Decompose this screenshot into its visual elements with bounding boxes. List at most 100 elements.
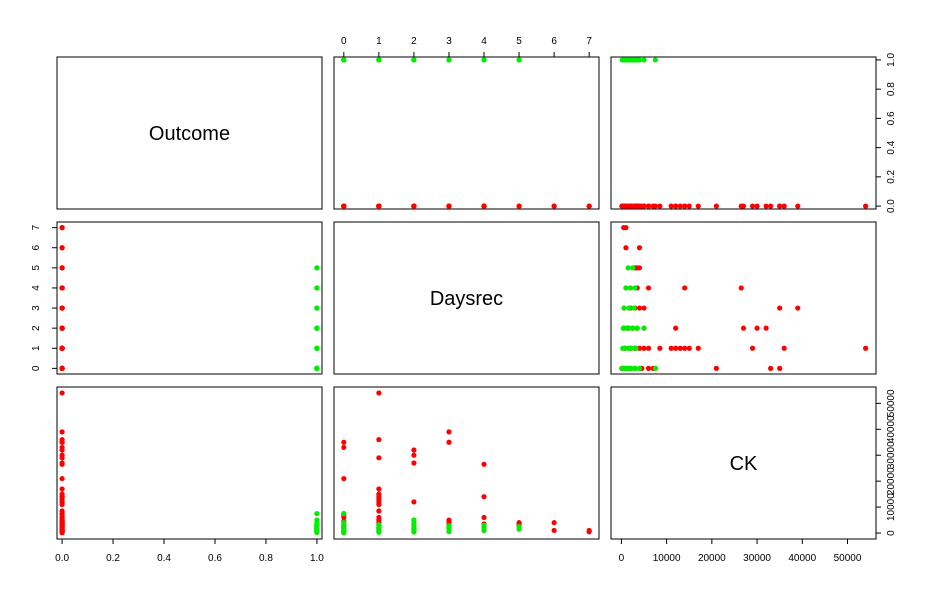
point-outcome0-daysrec-outcome xyxy=(59,265,65,271)
x-tick-label-ck: 40000 xyxy=(788,553,816,564)
point-outcome0-ck-daysrec xyxy=(341,444,347,451)
point-outcome1-ck-outcome xyxy=(314,517,320,523)
point-outcome1-daysrec-ck xyxy=(627,285,634,291)
point-outcome0-daysrec-ck xyxy=(749,345,756,351)
point-outcome1-ck-daysrec xyxy=(411,521,417,527)
point-outcome0-ck-daysrec xyxy=(376,508,382,514)
point-outcome1-daysrec-ck xyxy=(634,325,640,331)
point-outcome0-outcome-ck xyxy=(754,203,760,209)
diagonal-label-ck: CK xyxy=(730,453,758,475)
point-outcome0-ck-outcome xyxy=(59,527,65,534)
point-outcome1-daysrec-ck xyxy=(630,265,636,271)
panel-ck-daysrec xyxy=(333,386,600,540)
panel-daysrec-outcome xyxy=(56,221,323,375)
point-outcome0-daysrec-ck xyxy=(645,345,652,351)
point-outcome0-daysrec-ck xyxy=(682,345,688,351)
point-outcome0-outcome-ck xyxy=(673,203,679,209)
point-outcome1-daysrec-ck xyxy=(632,285,638,291)
point-outcome0-ck-outcome xyxy=(59,429,65,435)
point-outcome0-ck-daysrec xyxy=(446,429,452,435)
point-outcome0-daysrec-ck xyxy=(795,305,801,311)
point-outcome0-daysrec-ck xyxy=(713,365,719,371)
x-tick-label-daysrec: 5 xyxy=(516,36,522,47)
point-outcome0-daysrec-ck xyxy=(738,285,744,291)
point-outcome0-outcome-ck xyxy=(682,203,688,209)
point-outcome0-ck-daysrec xyxy=(481,461,487,467)
point-outcome0-ck-daysrec xyxy=(376,437,382,443)
point-outcome0-outcome-daysrec xyxy=(586,203,592,209)
point-outcome1-outcome-daysrec xyxy=(481,57,487,63)
point-outcome0-ck-outcome xyxy=(59,452,65,458)
point-outcome0-ck-outcome xyxy=(59,461,65,467)
point-outcome0-outcome-daysrec xyxy=(551,203,557,209)
point-outcome0-ck-daysrec xyxy=(481,494,487,500)
point-outcome0-ck-daysrec xyxy=(411,452,417,458)
point-outcome0-outcome-ck xyxy=(738,203,744,209)
x-tick-label-outcome: 0.4 xyxy=(157,553,171,564)
point-outcome0-outcome-ck xyxy=(777,203,783,209)
x-tick-label-ck: 50000 xyxy=(834,553,862,564)
point-outcome1-daysrec-ck xyxy=(625,265,631,271)
panel-daysrec-daysrec xyxy=(333,221,600,375)
x-tick-label-daysrec: 1 xyxy=(376,36,382,47)
point-outcome0-daysrec-ck xyxy=(641,345,647,351)
point-outcome0-ck-daysrec xyxy=(376,491,382,497)
point-outcome0-ck-daysrec xyxy=(411,499,417,505)
point-outcome0-daysrec-ck xyxy=(781,345,787,351)
point-outcome0-ck-outcome xyxy=(59,494,65,500)
point-outcome0-ck-daysrec xyxy=(341,475,347,482)
point-outcome0-outcome-ck xyxy=(795,203,801,209)
y-tick-label-daysrec: 6 xyxy=(31,245,42,251)
point-outcome1-ck-daysrec xyxy=(446,523,452,529)
x-tick-label-ck: 10000 xyxy=(653,553,681,564)
y-tick-label-outcome: 0.4 xyxy=(886,140,897,154)
point-outcome0-ck-daysrec xyxy=(376,514,382,521)
x-tick-label-daysrec: 6 xyxy=(551,36,557,47)
point-outcome1-outcome-ck xyxy=(641,57,647,63)
point-outcome1-daysrec-ck xyxy=(631,305,637,311)
point-outcome0-ck-daysrec xyxy=(411,460,417,466)
point-outcome0-outcome-ck xyxy=(641,203,647,209)
point-outcome0-ck-daysrec xyxy=(551,527,557,534)
point-outcome0-outcome-ck xyxy=(652,203,658,209)
y-tick-label-daysrec: 0 xyxy=(31,365,42,371)
point-outcome0-outcome-ck xyxy=(668,203,674,209)
point-outcome0-outcome-ck xyxy=(768,203,774,209)
x-tick-label-daysrec: 3 xyxy=(446,36,452,47)
point-outcome0-ck-daysrec xyxy=(411,447,417,453)
point-outcome1-outcome-daysrec xyxy=(341,57,347,63)
point-outcome1-daysrec-ck xyxy=(633,345,639,351)
point-outcome0-daysrec-ck xyxy=(636,345,643,351)
point-outcome0-daysrec-ck xyxy=(682,285,688,291)
panel-outcome-outcome xyxy=(56,56,323,210)
point-outcome0-ck-daysrec xyxy=(586,527,592,534)
panel-outcome-ck xyxy=(610,56,877,210)
point-outcome1-outcome-ck xyxy=(652,57,658,63)
point-outcome0-outcome-ck xyxy=(627,203,634,209)
point-outcome1-daysrec-outcome xyxy=(314,265,320,271)
y-tick-label-ck: 50000 xyxy=(886,389,897,417)
point-outcome0-daysrec-outcome xyxy=(59,365,65,371)
point-outcome0-ck-daysrec xyxy=(516,520,522,526)
point-outcome1-daysrec-ck xyxy=(628,365,634,371)
point-outcome0-daysrec-ck xyxy=(740,325,747,331)
point-outcome0-daysrec-ck xyxy=(636,245,643,251)
point-outcome0-outcome-ck xyxy=(862,203,869,209)
x-tick-label-ck: 0 xyxy=(619,553,625,564)
point-outcome0-daysrec-outcome xyxy=(59,345,65,351)
point-outcome0-ck-outcome xyxy=(59,514,65,521)
point-outcome1-ck-outcome xyxy=(314,523,320,530)
y-tick-label-daysrec: 5 xyxy=(31,265,42,271)
point-outcome0-daysrec-ck xyxy=(763,325,769,331)
y-tick-label-ck: 20000 xyxy=(886,467,897,495)
point-outcome0-outcome-ck xyxy=(677,203,683,209)
point-outcome1-daysrec-outcome xyxy=(314,305,320,311)
point-outcome0-outcome-ck xyxy=(645,203,652,209)
point-outcome0-ck-daysrec xyxy=(551,520,557,526)
point-outcome1-ck-daysrec xyxy=(481,522,487,528)
point-outcome0-daysrec-ck xyxy=(636,305,643,311)
x-tick-label-outcome: 0.8 xyxy=(259,553,273,564)
point-outcome1-daysrec-outcome xyxy=(314,285,320,291)
